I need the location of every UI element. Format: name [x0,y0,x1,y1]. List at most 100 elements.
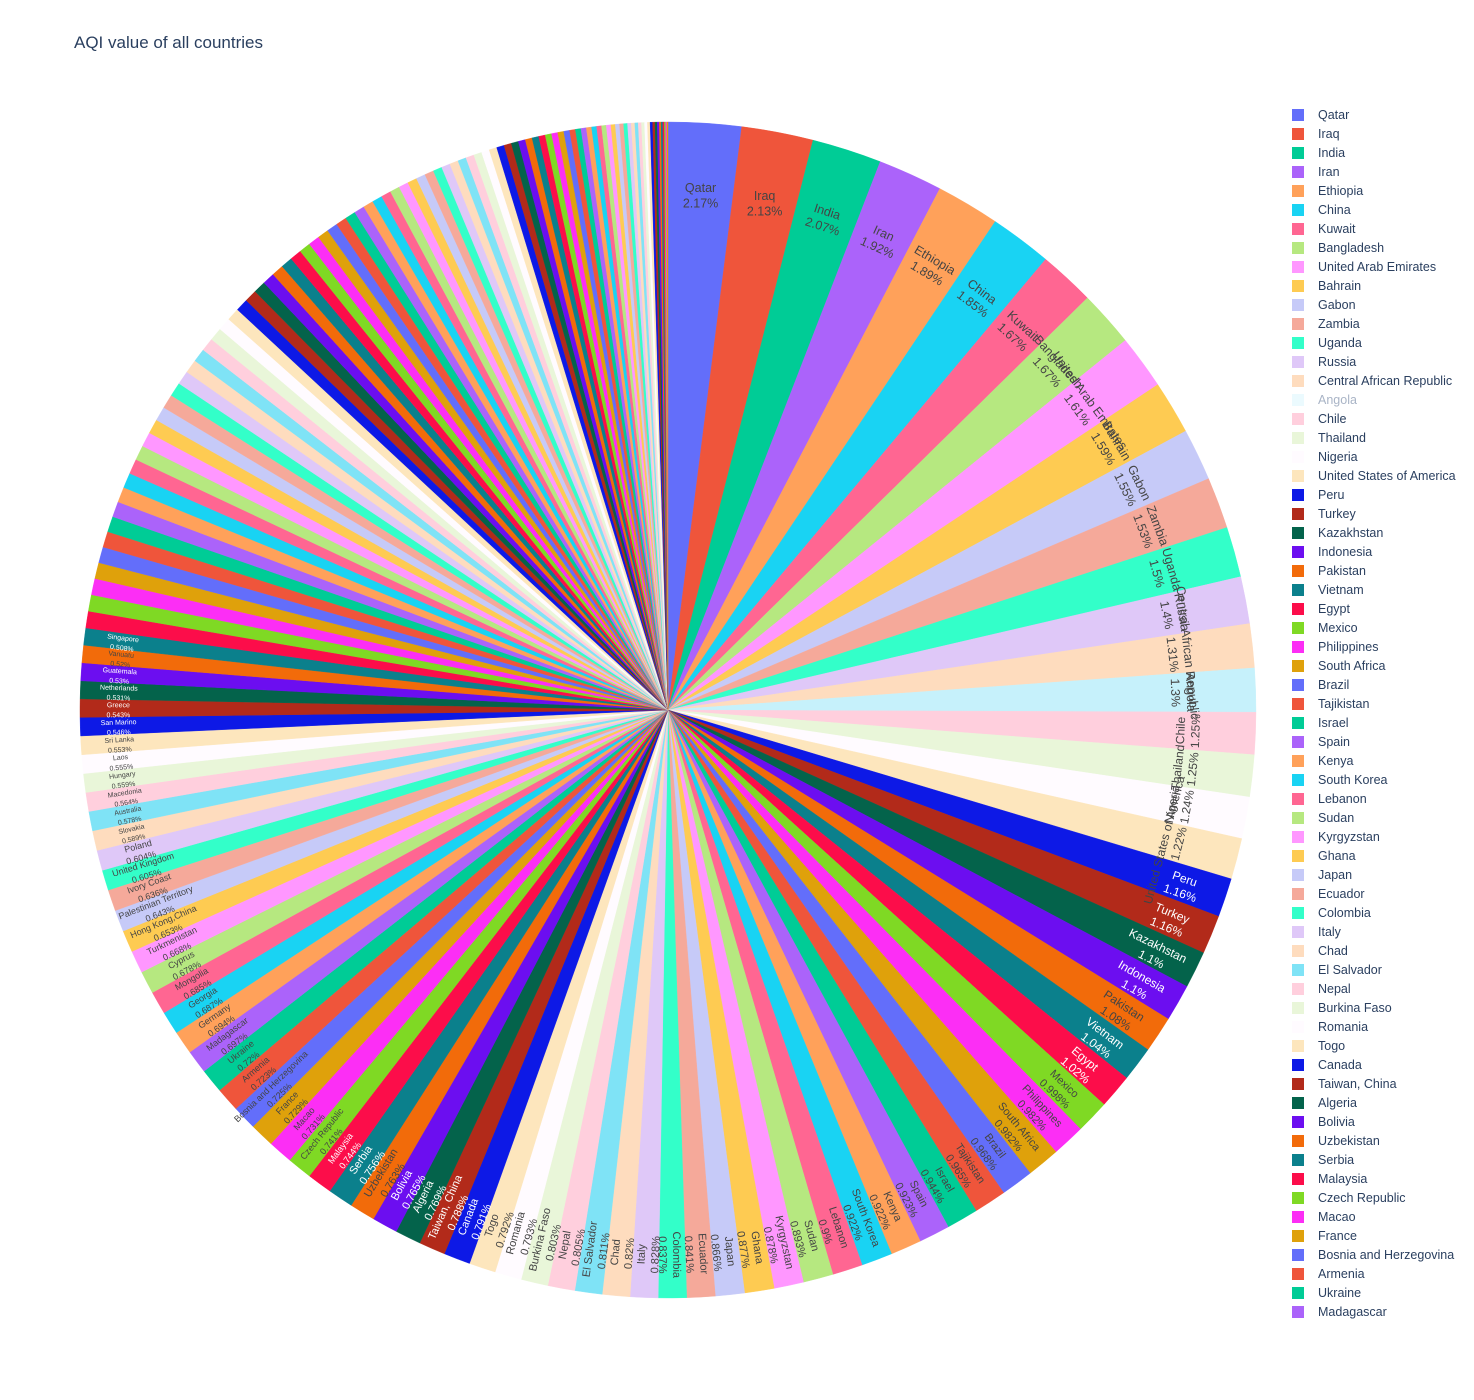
legend-item-nigeria[interactable]: Nigeria [1292,447,1456,466]
legend-swatch [1292,108,1304,121]
slice-percent-central-african-republic: 1.31% [1164,636,1182,673]
legend-item-uganda[interactable]: Uganda [1292,333,1456,352]
legend-item-ethiopia[interactable]: Ethiopia [1292,181,1456,200]
legend-item-bolivia[interactable]: Bolivia [1292,1112,1456,1131]
legend-item-lebanon[interactable]: Lebanon [1292,789,1456,808]
legend-label: France [1318,1228,1357,1243]
legend-item-india[interactable]: India [1292,143,1456,162]
legend-item-spain[interactable]: Spain [1292,732,1456,751]
legend-item-gabon[interactable]: Gabon [1292,295,1456,314]
legend-label: Thailand [1318,430,1366,445]
legend-item-turkey[interactable]: Turkey [1292,504,1456,523]
legend-item-armenia[interactable]: Armenia [1292,1264,1456,1283]
legend-item-ukraine[interactable]: Ukraine [1292,1283,1456,1302]
legend-item-france[interactable]: France [1292,1226,1456,1245]
legend-label: Nepal [1318,981,1351,996]
legend-item-macao[interactable]: Macao [1292,1207,1456,1226]
legend-item-south-korea[interactable]: South Korea [1292,770,1456,789]
legend-item-iran[interactable]: Iran [1292,162,1456,181]
legend-item-philippines[interactable]: Philippines [1292,637,1456,656]
legend-item-kenya[interactable]: Kenya [1292,751,1456,770]
legend-item-vietnam[interactable]: Vietnam [1292,580,1456,599]
legend-item-tajikistan[interactable]: Tajikistan [1292,694,1456,713]
slice-label-nepal: Nepal [557,1230,574,1260]
legend-label: Turkey [1318,506,1356,521]
legend-label: Pakistan [1318,563,1366,578]
legend-item-malaysia[interactable]: Malaysia [1292,1169,1456,1188]
legend-swatch [1292,697,1304,710]
legend-item-iraq[interactable]: Iraq [1292,124,1456,143]
legend-label: Kazakhstan [1318,525,1384,540]
legend-swatch [1292,1267,1304,1280]
legend-item-colombia[interactable]: Colombia [1292,903,1456,922]
legend-item-burkina-faso[interactable]: Burkina Faso [1292,998,1456,1017]
legend-item-sudan[interactable]: Sudan [1292,808,1456,827]
legend-item-central-african-republic[interactable]: Central African Republic [1292,371,1456,390]
legend-item-el-salvador[interactable]: El Salvador [1292,960,1456,979]
legend-item-pakistan[interactable]: Pakistan [1292,561,1456,580]
slice-percent-el-salvador: 0.811% [596,1232,613,1270]
legend-item-china[interactable]: China [1292,200,1456,219]
pie-slice-item-179[interactable] [666,121,669,711]
legend-item-bosnia-and-herzegovina[interactable]: Bosnia and Herzegovina [1292,1245,1456,1264]
legend-item-bangladesh[interactable]: Bangladesh [1292,238,1456,257]
legend-swatch [1292,1210,1304,1223]
legend-swatch [1292,944,1304,957]
legend-item-zambia[interactable]: Zambia [1292,314,1456,333]
legend-item-angola[interactable]: Angola [1292,390,1456,409]
legend-swatch [1292,1248,1304,1261]
legend-item-serbia[interactable]: Serbia [1292,1150,1456,1169]
legend-item-chad[interactable]: Chad [1292,941,1456,960]
legend-item-ecuador[interactable]: Ecuador [1292,884,1456,903]
legend-item-ghana[interactable]: Ghana [1292,846,1456,865]
legend-swatch [1292,621,1304,634]
slice-percent-laos: 0.555% [109,764,133,773]
slice-label-singapore: Singapore [107,633,140,644]
legend-item-canada[interactable]: Canada [1292,1055,1456,1074]
legend-label: Kenya [1318,753,1354,768]
legend-item-south-africa[interactable]: South Africa [1292,656,1456,675]
legend-swatch [1292,165,1304,178]
legend-item-kyrgyzstan[interactable]: Kyrgyzstan [1292,827,1456,846]
legend-item-mexico[interactable]: Mexico [1292,618,1456,637]
legend-item-brazil[interactable]: Brazil [1292,675,1456,694]
legend-item-russia[interactable]: Russia [1292,352,1456,371]
legend-item-israel[interactable]: Israel [1292,713,1456,732]
legend-item-peru[interactable]: Peru [1292,485,1456,504]
legend-label: Qatar [1318,107,1350,122]
slice-percent-australia: 0.578% [117,816,142,827]
legend-item-togo[interactable]: Togo [1292,1036,1456,1055]
legend-item-kazakhstan[interactable]: Kazakhstan [1292,523,1456,542]
legend-label: Russia [1318,354,1357,369]
legend-item-united-states-of-america[interactable]: United States of America [1292,466,1456,485]
legend-item-bahrain[interactable]: Bahrain [1292,276,1456,295]
legend-item-italy[interactable]: Italy [1292,922,1456,941]
legend-item-nepal[interactable]: Nepal [1292,979,1456,998]
legend-swatch [1292,1229,1304,1242]
legend-item-taiwan-china[interactable]: Taiwan, China [1292,1074,1456,1093]
legend-item-algeria[interactable]: Algeria [1292,1093,1456,1112]
legend-swatch [1292,1191,1304,1204]
legend-label: Italy [1318,924,1341,939]
legend-item-thailand[interactable]: Thailand [1292,428,1456,447]
legend-item-uzbekistan[interactable]: Uzbekistan [1292,1131,1456,1150]
slice-label-qatar: Qatar [685,181,716,195]
legend-swatch [1292,849,1304,862]
legend-swatch [1292,184,1304,197]
legend-swatch [1292,583,1304,596]
legend-swatch [1292,146,1304,159]
legend-item-chile[interactable]: Chile [1292,409,1456,428]
legend-item-romania[interactable]: Romania [1292,1017,1456,1036]
legend-item-japan[interactable]: Japan [1292,865,1456,884]
legend-item-united-arab-emirates[interactable]: United Arab Emirates [1292,257,1456,276]
legend-item-czech-republic[interactable]: Czech Republic [1292,1188,1456,1207]
legend-label: Colombia [1318,905,1371,920]
slice-label-japan: Japan [722,1236,737,1267]
legend-item-qatar[interactable]: Qatar [1292,105,1456,124]
legend-item-kuwait[interactable]: Kuwait [1292,219,1456,238]
legend-item-indonesia[interactable]: Indonesia [1292,542,1456,561]
legend-swatch [1292,1286,1304,1299]
legend-swatch [1292,279,1304,292]
legend-item-madagascar[interactable]: Madagascar [1292,1302,1456,1321]
legend-item-egypt[interactable]: Egypt [1292,599,1456,618]
